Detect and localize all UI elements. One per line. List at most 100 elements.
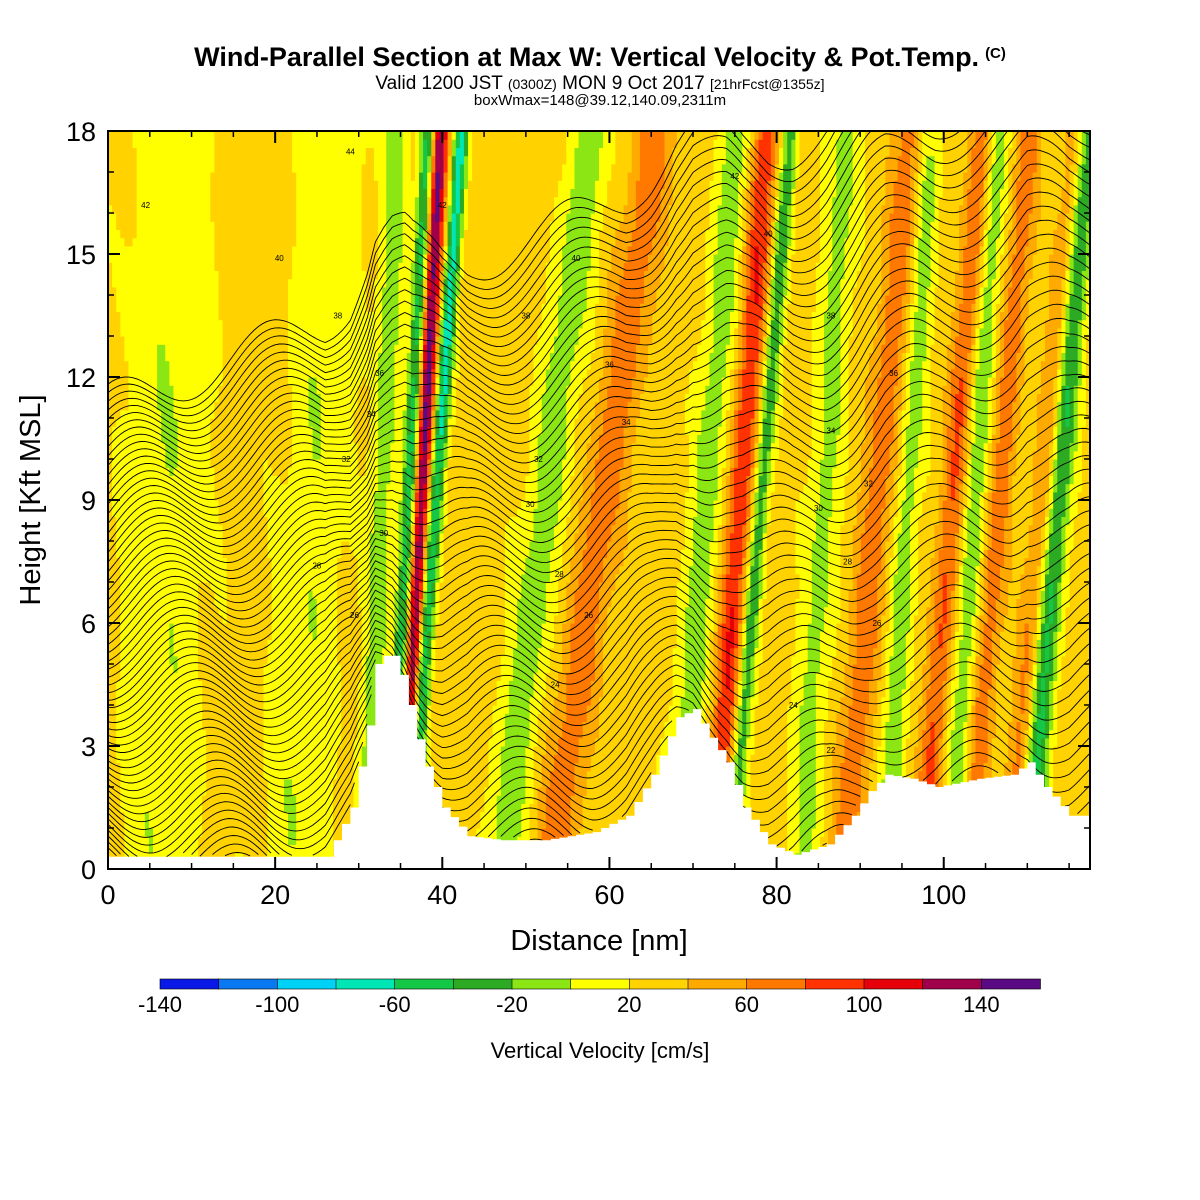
velocity-cell (742, 377, 756, 386)
velocity-cell (983, 483, 989, 493)
velocity-cell (979, 590, 985, 599)
velocity-cell (1040, 655, 1046, 665)
velocity-cell (1008, 459, 1017, 468)
velocity-cell (926, 614, 936, 624)
velocity-cell (1061, 655, 1090, 665)
velocity-cell (922, 360, 932, 370)
velocity-cell (517, 508, 535, 517)
velocity-cell (742, 770, 747, 780)
velocity-cell (418, 467, 428, 476)
velocity-cell (410, 672, 416, 681)
velocity-cell (734, 713, 739, 722)
velocity-cell (418, 664, 424, 673)
velocity-cell (570, 360, 592, 370)
velocity-cell (578, 393, 600, 403)
velocity-cell (844, 491, 858, 501)
velocity-cell (963, 385, 968, 394)
velocity-cell (410, 532, 416, 542)
velocity-cell (435, 467, 441, 476)
velocity-cell (443, 336, 453, 345)
velocity-cell (954, 541, 960, 550)
velocity-cell (1020, 754, 1026, 763)
velocity-cell (271, 631, 314, 640)
velocity-cell (1065, 360, 1079, 370)
velocity-cell (214, 401, 293, 411)
velocity-cell (492, 721, 506, 731)
velocity-cell (840, 795, 862, 804)
velocity-cell (333, 803, 355, 813)
velocity-cell (971, 762, 985, 772)
velocity-cell (856, 647, 874, 657)
velocity-cell (206, 737, 265, 747)
velocity-cell (758, 516, 764, 526)
velocity-cell (1081, 377, 1087, 386)
velocity-cell (954, 655, 960, 665)
velocity-cell (721, 614, 727, 624)
velocity-cell (832, 787, 842, 796)
velocity-cell (713, 598, 719, 608)
velocity-cell (750, 475, 756, 485)
velocity-cell (566, 680, 592, 690)
velocity-cell (971, 705, 977, 714)
velocity-cell (848, 721, 866, 731)
velocity-cell (721, 688, 735, 698)
velocity-cell (578, 401, 596, 411)
velocity-cell (423, 549, 428, 558)
velocity-cell (881, 524, 891, 534)
velocity-cell (128, 393, 158, 403)
velocity-cell (689, 459, 698, 468)
velocity-cell (1044, 508, 1050, 517)
velocity-cell (1049, 582, 1054, 591)
velocity-cell (177, 442, 211, 452)
velocity-cell (721, 418, 727, 427)
velocity-cell (987, 549, 1005, 558)
velocity-cell (398, 508, 404, 517)
velocity-cell (202, 803, 269, 813)
velocity-cell (398, 639, 404, 649)
velocity-cell (1032, 705, 1038, 714)
velocity-cell (1036, 688, 1042, 698)
velocity-cell (991, 639, 1001, 649)
velocity-cell (991, 377, 997, 386)
velocity-cell (942, 516, 960, 526)
velocity-cell (333, 795, 355, 804)
velocity-cell (758, 434, 764, 444)
velocity-cell (418, 459, 428, 468)
velocity-cell (991, 746, 1009, 755)
velocity-cell (791, 688, 805, 698)
velocity-cell (967, 770, 972, 780)
velocity-cell (967, 442, 972, 452)
velocity-cell (386, 614, 396, 624)
velocity-cell (263, 475, 281, 485)
velocity-cell (742, 360, 747, 370)
velocity-cell (967, 737, 972, 747)
velocity-cell (398, 541, 404, 550)
velocity-cell (365, 467, 379, 476)
velocity-cell (173, 385, 220, 394)
velocity-cell (549, 664, 563, 673)
velocity-cell (950, 680, 960, 690)
velocity-cell (963, 762, 968, 772)
velocity-cell (439, 541, 445, 550)
velocity-cell (983, 647, 993, 657)
velocity-cell (713, 508, 723, 517)
velocity-cell (901, 385, 907, 394)
velocity-cell (734, 475, 747, 485)
velocity-cell (713, 705, 719, 714)
velocity-cell (815, 680, 829, 690)
velocity-cell (108, 737, 117, 747)
velocity-cell (169, 639, 175, 649)
velocity-cell (1057, 713, 1090, 722)
velocity-cell (828, 516, 846, 526)
velocity-cell (824, 819, 833, 829)
velocity-cell (922, 418, 932, 427)
velocity-cell (1065, 631, 1090, 640)
velocity-field (108, 131, 1090, 869)
velocity-cell (766, 500, 772, 509)
velocity-cell (758, 606, 764, 616)
velocity-cell (210, 459, 265, 468)
velocity-cell (729, 565, 743, 575)
velocity-cell (762, 623, 796, 632)
velocity-cell (991, 459, 997, 468)
velocity-cell (116, 532, 224, 542)
